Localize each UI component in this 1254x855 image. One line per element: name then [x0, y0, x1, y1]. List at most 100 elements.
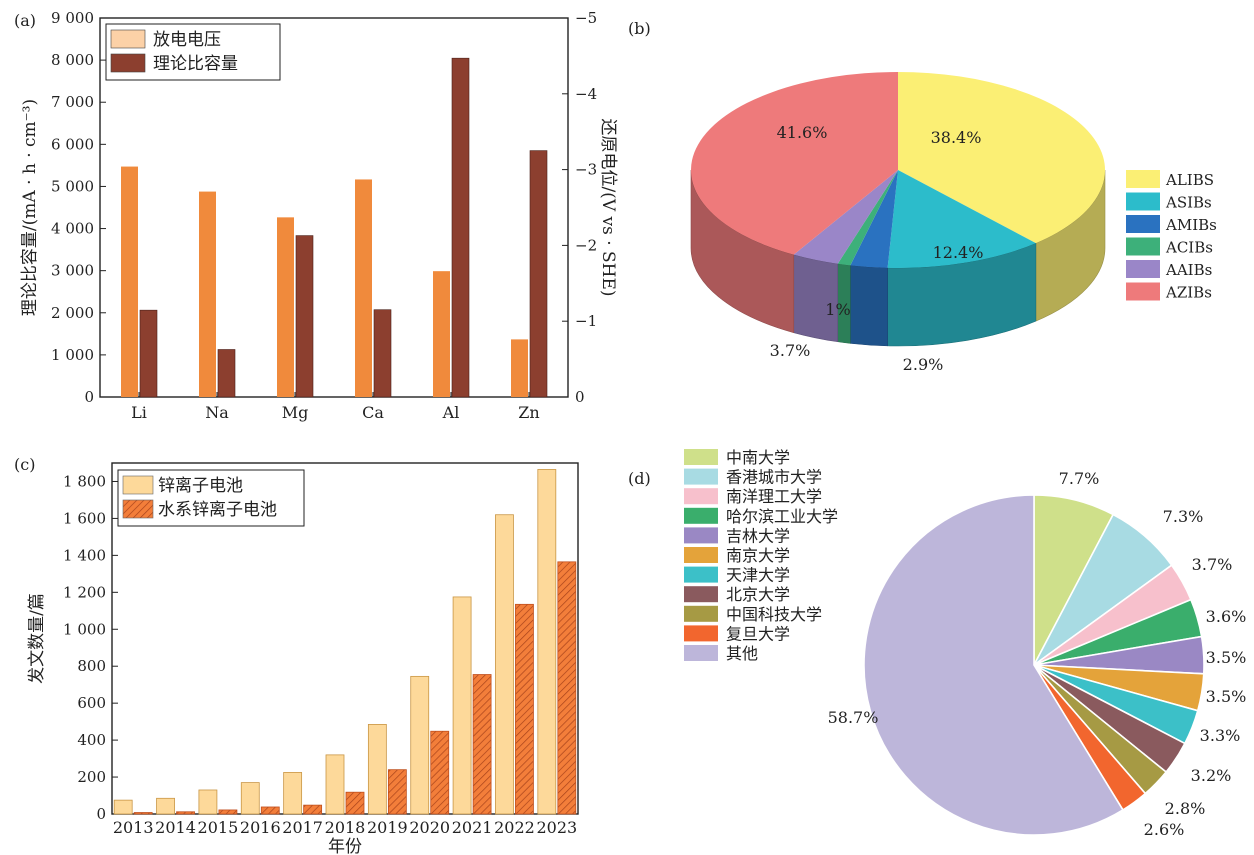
x-tick-label-c: 2014	[155, 818, 196, 837]
bar-zinc-ion	[410, 675, 430, 815]
legend-label-d: 北京大学	[726, 585, 790, 604]
bar-capacity	[529, 150, 548, 398]
y-axis-title-c: 发文数量/篇	[27, 593, 47, 684]
pie-value-label-d: 58.7%	[828, 708, 879, 727]
pie-value-label: 12.4%	[933, 243, 984, 262]
pie-value-label: 2.9%	[903, 355, 944, 374]
pie-slice-aaibs	[793, 170, 898, 264]
legend-label-d: 其他	[726, 644, 758, 663]
y2-tick-label-a: −3	[575, 161, 597, 179]
y-tick-label-c: 0	[96, 805, 106, 823]
legend-swatch-c	[122, 475, 154, 495]
bar-zinc-ion	[495, 514, 514, 815]
legend-label-d: 哈尔滨工业大学	[726, 507, 838, 526]
legend-swatch-a	[110, 29, 146, 49]
y-tick-label-c: 600	[77, 694, 106, 712]
legend-swatch-d	[684, 586, 718, 603]
y-tick-label-c: 1 600	[63, 509, 106, 527]
legend-swatch-a	[110, 53, 146, 73]
bar-capacity	[139, 309, 158, 398]
x-tick-label-c: 2017	[282, 818, 323, 837]
legend-swatch-d	[684, 468, 718, 485]
y2-tick-label-a: −5	[575, 9, 597, 27]
y-tick-label-a: 4 000	[51, 220, 94, 238]
x-tick-label-c: 2018	[325, 818, 366, 837]
y2-tick-label-a: −4	[575, 85, 597, 103]
panel-label-c: (c)	[14, 455, 35, 474]
legend-label-a: 放电电压	[153, 30, 221, 50]
bar-capacity	[295, 235, 314, 398]
x-tick-label-c: 2022	[494, 818, 535, 837]
y-tick-label-c: 1 000	[63, 620, 106, 638]
legend-swatch-d	[684, 488, 718, 505]
bar-aqueous-zinc-ion	[260, 806, 280, 815]
x-tick-label-a: Mg	[282, 403, 309, 422]
legend-swatch-c	[122, 499, 154, 519]
legend-label-b: ASIBs	[1165, 194, 1212, 212]
pie-slice-amibs	[850, 170, 898, 268]
bar-voltage	[121, 166, 138, 397]
y-tick-label-a: 9 000	[51, 9, 94, 27]
bar-aqueous-zinc-ion	[515, 603, 534, 815]
x-tick-label-a: Li	[131, 403, 147, 422]
pie-side-amibs	[850, 265, 888, 347]
bar-aqueous-zinc-ion	[218, 809, 238, 815]
y2-tick-label-a: −1	[575, 312, 597, 330]
pie-slice-acibs	[837, 170, 898, 266]
bar-zinc-ion	[325, 754, 345, 815]
legend-label-d: 香港城市大学	[726, 468, 822, 487]
bar-aqueous-zinc-ion	[557, 561, 577, 815]
pie-value-label-d: 7.3%	[1163, 507, 1204, 526]
bar-voltage	[433, 271, 450, 397]
pie-value-label-d: 3.5%	[1206, 687, 1247, 706]
legend-label-a: 理论比容量	[153, 54, 238, 74]
bar-zinc-ion	[113, 799, 133, 815]
bar-aqueous-zinc-ion	[133, 812, 153, 815]
y-tick-label-a: 1 000	[51, 346, 94, 364]
legend-label-c: 锌离子电池	[158, 476, 243, 496]
legend-swatch-d	[684, 507, 718, 524]
pie-value-label-d: 3.2%	[1191, 766, 1232, 785]
legend-swatch-d	[684, 547, 718, 563]
x-tick-label-c: 2013	[113, 818, 154, 837]
pie-value-label-d: 7.7%	[1059, 469, 1100, 488]
x-tick-label-c: 2015	[198, 818, 239, 837]
plot-frame-c	[111, 462, 579, 815]
y-tick-label-a: 2 000	[51, 304, 94, 322]
legend-swatch-d	[684, 449, 718, 465]
legend-label-b: AZIBs	[1165, 284, 1212, 302]
bar-zinc-ion	[198, 789, 218, 815]
x-tick-label-a: Na	[205, 403, 229, 422]
bar-voltage	[199, 191, 216, 397]
legend-label-d: 中国科技大学	[726, 605, 822, 624]
x-tick-label-a: Zn	[518, 403, 539, 422]
y-tick-label-a: 3 000	[51, 262, 94, 280]
bar-capacity	[217, 349, 236, 398]
bar-aqueous-zinc-ion	[345, 791, 365, 815]
legend-swatch-b	[1126, 170, 1160, 188]
panel-label-b: (b)	[628, 19, 651, 38]
pie-value-label-d: 2.6%	[1144, 820, 1185, 839]
legend-label-b: AMIBs	[1165, 216, 1217, 234]
legend-swatch-b	[1126, 215, 1160, 233]
legend-swatch-b	[1126, 282, 1160, 301]
legend-swatch-d	[684, 645, 718, 661]
y-tick-label-a: 5 000	[51, 177, 94, 195]
bar-zinc-ion	[283, 772, 303, 815]
y-tick-label-a: 6 000	[51, 135, 94, 153]
legend-label-d: 南洋理工大学	[726, 487, 822, 506]
x-axis-title-c: 年份	[328, 837, 362, 855]
bar-zinc-ion	[452, 596, 472, 815]
x-tick-label-a: Al	[442, 403, 460, 422]
bar-zinc-ion	[537, 469, 557, 815]
pie-slice-azibs	[691, 72, 898, 255]
y-tick-label-c: 400	[77, 731, 106, 749]
bar-zinc-ion	[240, 782, 260, 815]
y-tick-label-a: 0	[84, 388, 94, 406]
pie-value-label-d: 2.8%	[1165, 799, 1206, 818]
legend-label-d: 南京大学	[726, 546, 790, 565]
pie-value-label-d: 3.6%	[1206, 607, 1247, 626]
plot-frame-a	[99, 17, 569, 398]
pie-side-aaibs	[793, 254, 839, 343]
legend-label-b: ACIBs	[1165, 239, 1213, 257]
